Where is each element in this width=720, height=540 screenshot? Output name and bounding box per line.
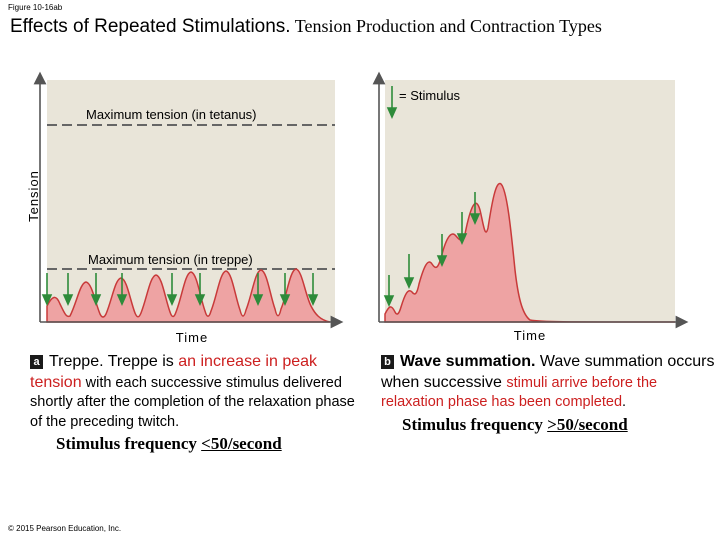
page-title: Effects of Repeated Stimulations. Tensio…: [10, 16, 602, 38]
stimulus-arrow: [194, 273, 206, 306]
freq-b-value: >50/second: [547, 414, 628, 434]
figure-label: Figure 10-16ab: [8, 3, 63, 12]
freq-b-prefix: Stimulus frequency: [402, 414, 548, 434]
panel-b-stimulus-arrows: [383, 86, 481, 307]
stimulus-arrow: [383, 275, 395, 307]
stimulus-arrow: [90, 273, 102, 306]
stimulus-arrow: [62, 273, 74, 306]
stimulus-arrow: [403, 254, 415, 289]
stimulus-legend-label: = Stimulus: [399, 88, 461, 103]
stimulus-arrow: [166, 273, 178, 306]
stimulus-arrow: [307, 273, 319, 306]
panel-b-x-axis-label: Time: [514, 328, 546, 343]
caption-b-term: Wave summation.: [400, 353, 536, 370]
panel-b-badge: b: [381, 355, 394, 369]
freq-a-prefix: Stimulus frequency: [56, 434, 202, 453]
caption-a-frequency: Stimulus frequency <50/second: [30, 434, 360, 454]
caption-a-highlight: an increase in peak tension: [30, 353, 318, 391]
stimulus-legend-arrow: [386, 86, 398, 119]
stimulus-arrow: [41, 273, 53, 306]
caption-a: a Treppe. Treppe is an increase in peak t…: [30, 352, 360, 454]
panel-a-stimulus-arrows: [41, 273, 319, 306]
y-axis-label: Tension: [26, 170, 41, 222]
panel-a-x-axis-label: Time: [176, 330, 208, 345]
stimulus-arrow: [252, 273, 264, 306]
caption-a-text-1: Treppe is: [103, 353, 179, 370]
caption-a-text-2: with each successive stimulus delivered …: [30, 374, 355, 430]
freq-a-value: <50/second: [201, 434, 282, 453]
max-treppe-label: Maximum tension (in treppe): [88, 252, 253, 267]
caption-b: b Wave summation. Wave summation occurs w…: [381, 352, 716, 434]
caption-b-text-1: Wave summation occurs when successive: [381, 353, 715, 391]
treppe-curve: [46, 268, 331, 323]
stimulus-arrow: [456, 212, 468, 245]
stimulus-arrow: [116, 273, 128, 306]
caption-b-highlight: stimuli arrive before the relaxation pha…: [381, 374, 658, 411]
caption-a-term: Treppe.: [49, 353, 104, 370]
title-sans: Effects of Repeated Stimulations.: [10, 16, 291, 37]
stimulus-arrow: [469, 192, 481, 225]
panel-a-badge: a: [30, 355, 43, 369]
stimulus-arrow: [436, 234, 448, 267]
caption-b-text-2: .: [622, 394, 627, 410]
caption-b-frequency: Stimulus frequency >50/second: [381, 415, 716, 435]
stimulus-arrow: [279, 273, 291, 306]
max-tetanus-label: Maximum tension (in tetanus): [86, 107, 257, 122]
copyright: © 2015 Pearson Education, Inc.: [8, 524, 122, 533]
title-serif: Tension Production and Contraction Types: [290, 16, 602, 36]
